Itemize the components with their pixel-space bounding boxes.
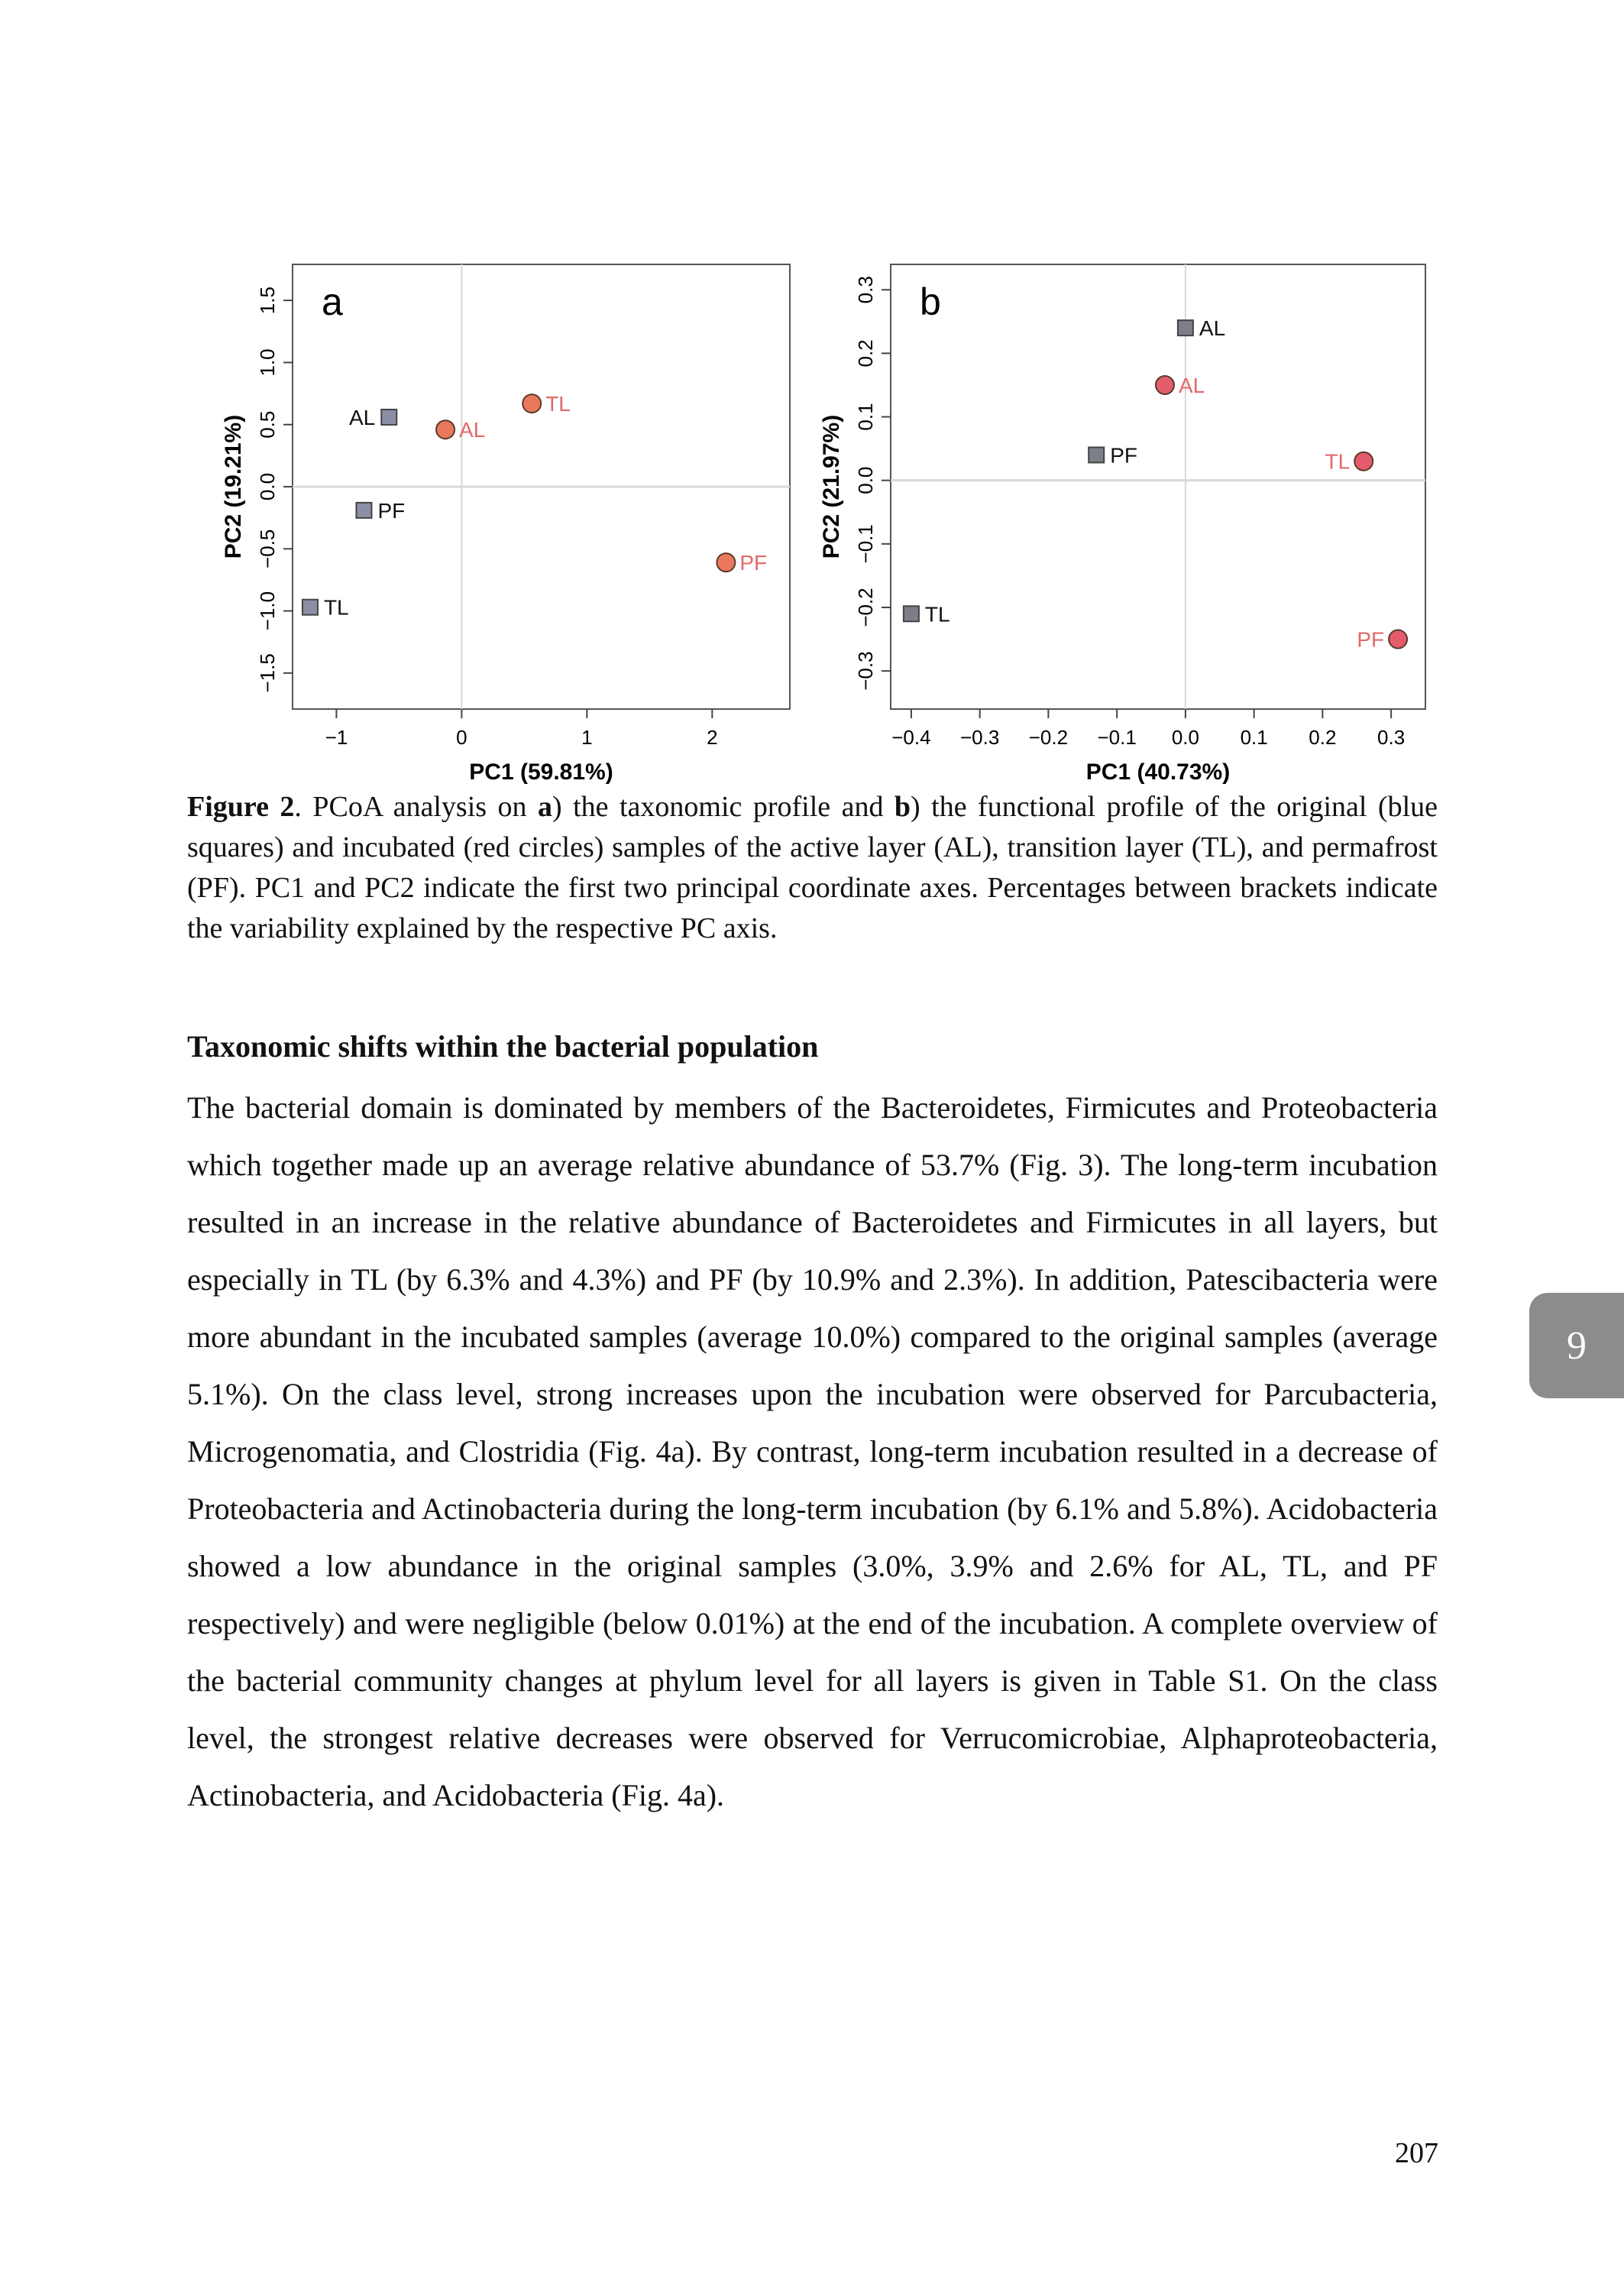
- x-tick-label: −0.1: [1097, 726, 1136, 749]
- incubated-sample-point: [435, 419, 456, 440]
- y-tick-label: −1.0: [256, 591, 279, 630]
- y-tick-label: 1.5: [256, 287, 279, 314]
- caption-segment: . PCoA analysis on: [294, 791, 538, 823]
- y-tick-label: −0.3: [854, 651, 877, 690]
- point-label: PF: [1110, 443, 1137, 467]
- y-tick-label: −0.1: [854, 524, 877, 563]
- panel-label: b: [920, 280, 941, 323]
- y-tick-label: 0.3: [854, 276, 877, 303]
- y-axis-label: PC2 (19.21%): [221, 415, 246, 559]
- y-tick-label: 0.1: [854, 403, 877, 430]
- incubated-sample-point: [1354, 451, 1374, 471]
- y-tick-label: −0.5: [256, 530, 279, 568]
- caption-segment: ) the functional profile of the original…: [187, 791, 1438, 944]
- original-sample-point: [1176, 319, 1194, 337]
- point-label: AL: [349, 406, 375, 429]
- original-sample-point: [301, 598, 319, 616]
- body-paragraph: The bacterial domain is dominated by mem…: [187, 1090, 1438, 1812]
- x-tick-label: 0.3: [1377, 726, 1405, 749]
- y-tick-label: −0.2: [854, 588, 877, 627]
- point-label: PF: [739, 551, 767, 575]
- plot-frame: [890, 264, 1426, 710]
- point-label: AL: [459, 418, 485, 442]
- figure-caption: Figure 2. PCoA analysis on a) the taxono…: [187, 787, 1438, 949]
- point-label: AL: [1199, 316, 1225, 340]
- pcoa-chart-a: a −1 0 1 2 −1.5 −1.0 −0.5 0.0 0.5 1.0 1.5 PC1 (59.81…: [221, 264, 791, 785]
- incubated-sample-point: [522, 394, 542, 414]
- incubated-sample-point: [716, 552, 736, 573]
- x-tick-label: −0.3: [960, 726, 999, 749]
- caption-segment: b: [894, 791, 911, 823]
- y-tick-label: 0.2: [854, 339, 877, 367]
- x-tick-label: −0.4: [891, 726, 930, 749]
- caption-segment: Figure 2: [187, 791, 295, 823]
- x-tick-label: 1: [581, 726, 592, 749]
- original-sample-point: [380, 408, 398, 426]
- incubated-sample-point: [1154, 374, 1175, 395]
- panel-label: a: [322, 280, 343, 323]
- original-sample-point: [355, 501, 373, 519]
- section-heading: Taxonomic shifts within the bacterial po…: [187, 1029, 819, 1064]
- point-label: PF: [377, 499, 405, 523]
- x-tick-label: −1: [325, 726, 348, 749]
- y-tick-label: −1.5: [256, 653, 279, 692]
- y-tick-label: 0.5: [256, 411, 279, 439]
- point-label: TL: [545, 392, 571, 416]
- x-tick-label: 0.0: [1172, 726, 1199, 749]
- point-label: TL: [925, 602, 950, 626]
- point-label: AL: [1179, 374, 1205, 397]
- incubated-sample-point: [1388, 629, 1409, 649]
- caption-segment: ) the taxonomic profile and: [552, 791, 894, 823]
- x-axis-label: PC1 (59.81%): [469, 759, 613, 785]
- x-axis-label: PC1 (40.73%): [1086, 759, 1230, 785]
- x-tick-label: 0.1: [1241, 726, 1268, 749]
- y-tick-label: 1.0: [256, 348, 279, 376]
- point-label: TL: [1325, 450, 1351, 474]
- caption-segment: a: [537, 791, 552, 823]
- x-tick-label: 0: [456, 726, 467, 749]
- y-tick-label: 0.0: [854, 467, 877, 494]
- chapter-tab: 9: [1529, 1293, 1624, 1398]
- point-label: TL: [324, 596, 349, 620]
- pcoa-chart-b: b −0.4 −0.3 −0.2 −0.1 0.0 0.1 0.2 0.3 −0.3 −0.2 −0.…: [819, 264, 1426, 785]
- page-number: 207: [1395, 2137, 1438, 2169]
- y-axis-label: PC2 (21.97%): [819, 415, 844, 559]
- y-tick-label: 0.0: [256, 473, 279, 500]
- original-sample-point: [1088, 446, 1105, 464]
- x-tick-label: −0.2: [1029, 726, 1068, 749]
- original-sample-point: [902, 605, 920, 623]
- point-label: PF: [1357, 628, 1384, 652]
- x-tick-label: 0.2: [1309, 726, 1336, 749]
- x-tick-label: 2: [707, 726, 717, 749]
